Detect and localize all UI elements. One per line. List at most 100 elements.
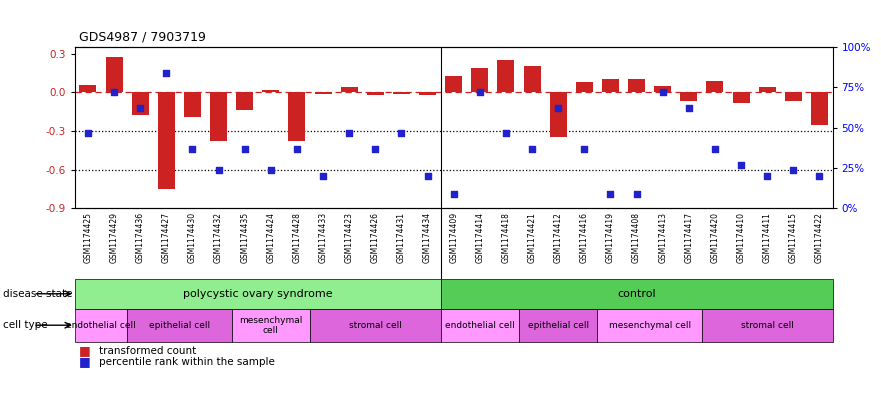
Bar <box>106 57 122 92</box>
Point <box>290 145 304 152</box>
Point <box>708 145 722 152</box>
Point <box>368 145 382 152</box>
Bar <box>315 92 331 94</box>
Point <box>263 167 278 173</box>
Bar <box>440 309 519 342</box>
Bar <box>75 309 127 342</box>
Text: epithelial cell: epithelial cell <box>528 321 589 330</box>
Bar <box>523 66 541 92</box>
Text: GSM1174423: GSM1174423 <box>344 212 353 263</box>
Point <box>499 129 513 136</box>
Bar <box>79 84 96 92</box>
Bar <box>440 279 833 309</box>
Point <box>316 173 330 179</box>
Bar <box>519 309 597 342</box>
Text: GSM1174417: GSM1174417 <box>685 212 693 263</box>
Bar <box>210 92 227 141</box>
Point <box>159 70 174 76</box>
Text: GSM1174418: GSM1174418 <box>501 212 510 263</box>
Text: mesenchymal
cell: mesenchymal cell <box>239 316 302 335</box>
Point <box>473 89 487 95</box>
Bar <box>702 309 833 342</box>
Text: GSM1174419: GSM1174419 <box>606 212 615 263</box>
Point <box>577 145 591 152</box>
Text: transformed count: transformed count <box>99 345 196 356</box>
Text: GSM1174435: GSM1174435 <box>241 212 249 263</box>
Point <box>760 173 774 179</box>
Bar <box>759 87 775 92</box>
Bar <box>310 309 440 342</box>
Bar <box>263 90 279 92</box>
Text: endothelial cell: endothelial cell <box>445 321 515 330</box>
Text: endothelial cell: endothelial cell <box>66 321 136 330</box>
Bar <box>236 92 253 110</box>
Bar <box>232 309 310 342</box>
Point <box>185 145 199 152</box>
Text: GSM1174431: GSM1174431 <box>397 212 406 263</box>
Text: GSM1174434: GSM1174434 <box>423 212 432 263</box>
Point <box>552 105 566 112</box>
Text: GSM1174429: GSM1174429 <box>109 212 119 263</box>
Text: GSM1174408: GSM1174408 <box>632 212 641 263</box>
Bar <box>75 279 440 309</box>
Point <box>107 89 121 95</box>
Bar <box>597 309 702 342</box>
Bar <box>419 92 436 95</box>
Text: GSM1174410: GSM1174410 <box>737 212 745 263</box>
Bar <box>471 68 488 92</box>
Point <box>133 105 147 112</box>
Text: epithelial cell: epithelial cell <box>149 321 210 330</box>
Text: GSM1174424: GSM1174424 <box>266 212 276 263</box>
Bar <box>127 309 232 342</box>
Text: disease state: disease state <box>3 289 72 299</box>
Point <box>420 173 434 179</box>
Text: ■: ■ <box>79 355 91 368</box>
Bar <box>733 92 750 103</box>
Point <box>395 129 409 136</box>
Text: GSM1174428: GSM1174428 <box>292 212 301 263</box>
Bar <box>158 92 174 189</box>
Text: GSM1174421: GSM1174421 <box>528 212 537 263</box>
Bar <box>288 92 306 141</box>
Point <box>682 105 696 112</box>
Text: GSM1174432: GSM1174432 <box>214 212 223 263</box>
Bar <box>393 92 410 94</box>
Text: GSM1174413: GSM1174413 <box>658 212 667 263</box>
Bar <box>341 87 358 92</box>
Bar <box>655 86 671 92</box>
Bar <box>628 79 645 92</box>
Bar <box>184 92 201 117</box>
Text: mesenchymal cell: mesenchymal cell <box>609 321 691 330</box>
Point <box>734 162 748 168</box>
Text: GSM1174409: GSM1174409 <box>449 212 458 263</box>
Text: GSM1174430: GSM1174430 <box>188 212 197 263</box>
Point <box>655 89 670 95</box>
Point <box>447 191 461 197</box>
Text: GSM1174425: GSM1174425 <box>84 212 93 263</box>
Bar <box>785 92 802 101</box>
Text: GSM1174426: GSM1174426 <box>371 212 380 263</box>
Text: stromal cell: stromal cell <box>349 321 402 330</box>
Text: percentile rank within the sample: percentile rank within the sample <box>99 356 275 367</box>
Text: GDS4987 / 7903719: GDS4987 / 7903719 <box>79 30 206 43</box>
Text: GSM1174422: GSM1174422 <box>815 212 824 263</box>
Text: control: control <box>618 289 656 299</box>
Point <box>787 167 801 173</box>
Text: GSM1174427: GSM1174427 <box>162 212 171 263</box>
Point <box>603 191 618 197</box>
Text: GSM1174433: GSM1174433 <box>319 212 328 263</box>
Bar <box>707 81 723 92</box>
Text: GSM1174414: GSM1174414 <box>476 212 485 263</box>
Point <box>81 129 95 136</box>
Text: GSM1174412: GSM1174412 <box>554 212 563 263</box>
Bar <box>811 92 828 125</box>
Text: ■: ■ <box>79 344 91 357</box>
Text: polycystic ovary syndrome: polycystic ovary syndrome <box>183 289 333 299</box>
Text: stromal cell: stromal cell <box>741 321 794 330</box>
Bar <box>445 75 463 92</box>
Bar <box>550 92 566 138</box>
Bar <box>576 82 593 92</box>
Point <box>812 173 826 179</box>
Bar <box>366 92 384 95</box>
Point <box>630 191 644 197</box>
